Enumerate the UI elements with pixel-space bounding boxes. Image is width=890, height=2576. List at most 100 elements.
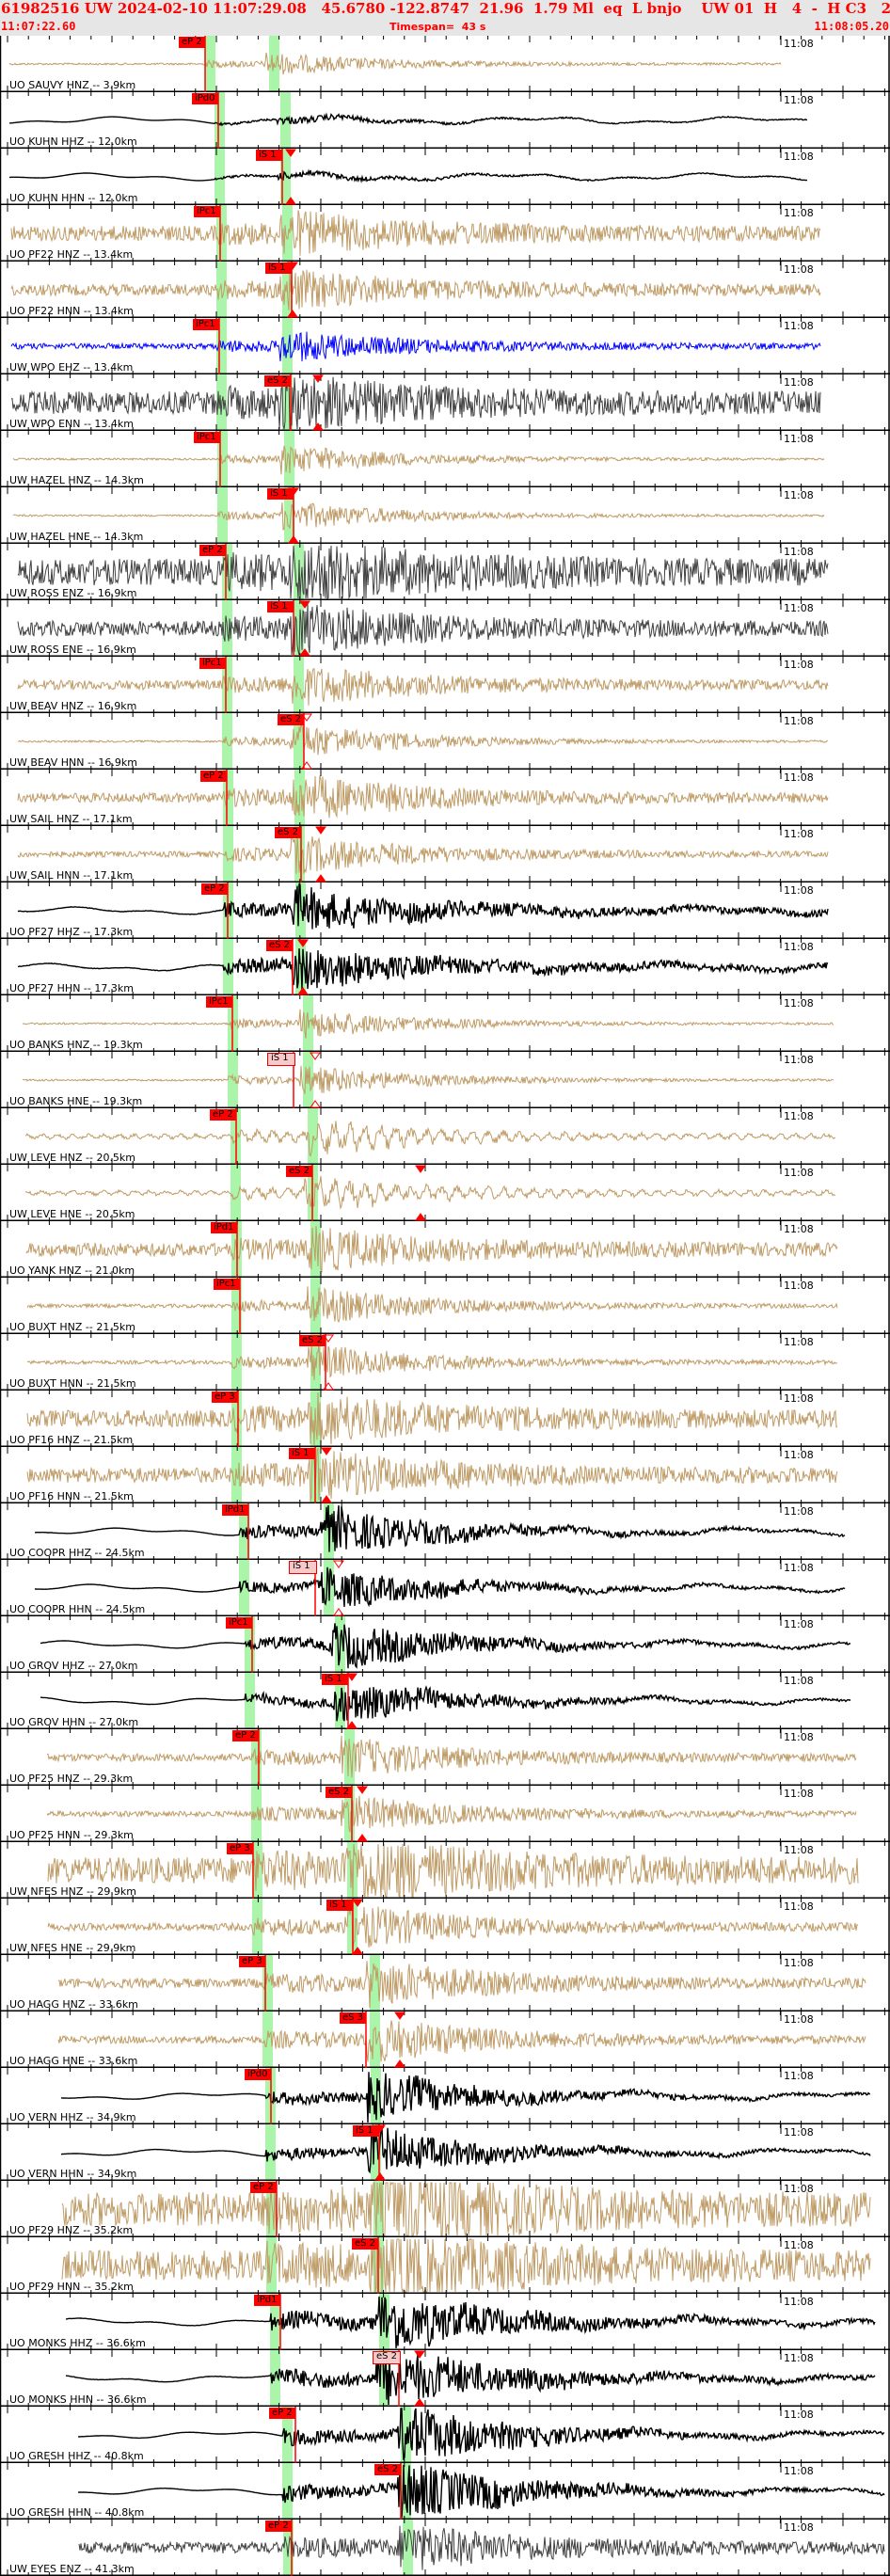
trace-panel[interactable]: eP 2 UO PF25 HNZ -- 29.3km 11:08 xyxy=(0,1729,890,1786)
phase-pick-label[interactable]: eP 2 xyxy=(269,2408,295,2419)
trace-panel[interactable]: eS 2 UO MONKS HHN -- 36.6km 11:08 xyxy=(0,2350,890,2407)
trace-panel[interactable]: iPc1 UO PF22 HNZ -- 13.4km 11:08 xyxy=(0,205,890,262)
trace-panel[interactable]: iPd0 UO VERN HHZ -- 34.9km 11:08 xyxy=(0,2068,890,2124)
station-label: UO PF16 HNN -- 21.5km xyxy=(9,1490,134,1503)
phase-pick-label[interactable]: eS 2 xyxy=(286,1166,312,1177)
phase-pick-label[interactable]: eS 3 xyxy=(340,2012,366,2024)
station-label: UW BEAV HNN -- 16.9km xyxy=(9,756,138,769)
trace-panel[interactable]: eS 2 UO PF27 HHN -- 17.3km 11:08 xyxy=(0,939,890,995)
phase-pick-label[interactable]: iS 1 xyxy=(265,262,292,274)
phase-pick-label[interactable]: iS 1 xyxy=(326,1900,353,1911)
station-label: UO COOPR HHN -- 24.5km xyxy=(9,1603,146,1615)
trace-panel[interactable]: eS 2 UO BUXT HNN -- 21.5km 11:08 xyxy=(0,1334,890,1391)
phase-pick-label[interactable]: eP 2 xyxy=(199,545,226,556)
phase-pick-label[interactable]: iPc1 xyxy=(199,658,226,669)
phase-pick-label[interactable]: eS 2 xyxy=(352,2238,378,2250)
phase-pick-label[interactable]: iS 1 xyxy=(353,2125,379,2137)
trace-panel[interactable]: eS 2 UW SAIL HNN -- 17.1km 11:08 xyxy=(0,826,890,883)
phase-pick-label[interactable]: eS 2 xyxy=(326,1787,352,1798)
trace-panel[interactable]: eP 3 UW NFES HNZ -- 29.9km 11:08 xyxy=(0,1842,890,1899)
phase-pick-label[interactable]: eP 2 xyxy=(201,883,228,895)
trace-panel[interactable]: eP 2 UO GRESH HHZ -- 40.8km 11:08 xyxy=(0,2407,890,2463)
phase-pick-label[interactable]: iS 1 xyxy=(289,1561,317,1574)
phase-pick-label[interactable]: iPd1 xyxy=(211,1222,237,1233)
phase-pick-label[interactable]: eS 2 xyxy=(299,1335,326,1346)
trace-panel[interactable]: iS 1 UW ROSS ENE -- 16.9km 11:08 xyxy=(0,600,890,657)
trace-panel[interactable]: eP 2 UO SAUVY HNZ -- 3.9km 11:08 xyxy=(0,36,890,92)
waveform-trace xyxy=(0,36,890,92)
trace-panel[interactable]: eP 2 UO PF27 HHZ -- 17.3km 11:08 xyxy=(0,883,890,939)
phase-pick-label[interactable]: iPc1 xyxy=(226,1617,252,1629)
trace-panel[interactable]: eP 3 UO PF16 HNZ -- 21.5km 11:08 xyxy=(0,1391,890,1447)
phase-pick-label[interactable]: eP 2 xyxy=(265,2520,292,2532)
phase-pick-label[interactable]: eS 2 xyxy=(266,940,293,951)
seismogram-plot[interactable]: eP 2 UO SAUVY HNZ -- 3.9km 11:08 iPd0 UO KUH… xyxy=(0,36,890,2576)
trace-panel[interactable]: iPd1 UO COOPR HHZ -- 24.5km 11:08 xyxy=(0,1503,890,1560)
phase-pick-label[interactable]: iPc1 xyxy=(194,206,220,217)
trace-panel[interactable]: eS 2 UO PF29 HNN -- 35.2km 11:08 xyxy=(0,2237,890,2294)
trace-panel[interactable]: iPd0 UO KUHN HHZ -- 12.0km 11:08 xyxy=(0,92,890,149)
trace-panel[interactable]: iPc1 UO BUXT HNZ -- 21.5km 11:08 xyxy=(0,1278,890,1334)
trace-panel[interactable]: eS 2 UW LEVE HNE -- 20.5km 11:08 xyxy=(0,1165,890,1221)
phase-pick-label[interactable]: iPc1 xyxy=(214,1279,240,1290)
phase-pick-label[interactable]: eS 2 xyxy=(373,2351,401,2364)
trace-panel[interactable]: iPd1 UO MONKS HHZ -- 36.6km 11:08 xyxy=(0,2294,890,2350)
trace-panel[interactable]: iS 1 UW NFES HNE -- 29.9km 11:08 xyxy=(0,1899,890,1955)
phase-pick-label[interactable]: iS 1 xyxy=(267,488,294,500)
phase-pick-label[interactable]: eP 2 xyxy=(200,771,227,782)
waveform-trace xyxy=(0,995,890,1052)
phase-pick-label[interactable]: iS 1 xyxy=(267,601,294,612)
phase-pick-label[interactable]: iS 1 xyxy=(267,1053,295,1066)
phase-pick-label[interactable]: iS 1 xyxy=(256,150,282,161)
phase-pick-label[interactable]: eP 3 xyxy=(212,1391,238,1403)
phase-pick-label[interactable]: eS 2 xyxy=(278,714,304,725)
trace-panel[interactable]: iS 1 UO COOPR HHN -- 24.5km 11:08 xyxy=(0,1560,890,1616)
trace-panel[interactable]: eP 2 UO PF29 HNZ -- 35.2km 11:08 xyxy=(0,2181,890,2237)
trace-panel[interactable]: iS 1 UO VERN HHN -- 34.9km 11:08 xyxy=(0,2124,890,2181)
phase-pick-label[interactable]: eP 3 xyxy=(239,1956,265,1967)
minute-tick-label: 11:08 xyxy=(784,2352,814,2364)
phase-pick-label[interactable]: eP 2 xyxy=(232,1730,259,1741)
waveform-trace xyxy=(0,1391,890,1447)
station-label: UO MONKS HHN -- 36.6km xyxy=(9,2393,147,2406)
trace-panel[interactable]: eP 2 UW ROSS ENZ -- 16.9km 11:08 xyxy=(0,544,890,600)
trace-panel[interactable]: eS 2 UO GRESH HHN -- 40.8km 11:08 xyxy=(0,2463,890,2520)
phase-pick-label[interactable]: iPd0 xyxy=(192,93,218,104)
trace-panel[interactable]: eS 2 UW WPO ENN -- 13.4km 11:08 xyxy=(0,374,890,431)
trace-panel[interactable]: iPc1 UW WPO EHZ -- 13.4km 11:08 xyxy=(0,318,890,374)
trace-panel[interactable]: iS 1 UW HAZEL HNE -- 14.3km 11:08 xyxy=(0,487,890,544)
phase-pick-label[interactable]: iPc1 xyxy=(194,432,220,443)
trace-panel[interactable]: iS 1 UO BANKS HNE -- 19.3km 11:08 xyxy=(0,1052,890,1108)
trace-panel[interactable]: iS 1 UO PF22 HNN -- 13.4km 11:08 xyxy=(0,262,890,318)
trace-panel[interactable]: iPc1 UW HAZEL HNZ -- 14.3km 11:08 xyxy=(0,431,890,487)
phase-pick-label[interactable]: iPd0 xyxy=(245,2069,271,2080)
phase-pick-label[interactable]: iS 1 xyxy=(289,1448,315,1459)
trace-panel[interactable]: eP 2 UW SAIL HNZ -- 17.1km 11:08 xyxy=(0,770,890,826)
trace-panel[interactable]: iS 1 UO PF16 HNN -- 21.5km 11:08 xyxy=(0,1447,890,1503)
trace-panel[interactable]: eS 2 UW BEAV HNN -- 16.9km 11:08 xyxy=(0,713,890,770)
phase-pick-label[interactable]: iPc1 xyxy=(206,996,232,1008)
phase-pick-label[interactable]: eS 2 xyxy=(275,827,301,838)
phase-pick-label[interactable]: eS 2 xyxy=(264,375,291,387)
trace-panel[interactable]: iPc1 UO BANKS HNZ -- 19.3km 11:08 xyxy=(0,995,890,1052)
trace-panel[interactable]: iPc1 UW BEAV HNZ -- 16.9km 11:08 xyxy=(0,657,890,713)
trace-panel[interactable]: iPd1 UO YANK HNZ -- 21.0km 11:08 xyxy=(0,1221,890,1278)
phase-pick-label[interactable]: iS 1 xyxy=(322,1674,348,1685)
trace-panel[interactable]: eP 2 UW LEVE HNZ -- 20.5km 11:08 xyxy=(0,1108,890,1165)
trace-panel[interactable]: eP 2 UW EYES ENZ -- 41.3km 11:08 xyxy=(0,2520,890,2576)
phase-pick-label[interactable]: eP 3 xyxy=(227,1843,253,1854)
phase-pick-label[interactable]: eP 2 xyxy=(250,2182,277,2193)
trace-panel[interactable]: eS 2 UO PF25 HNN -- 29.3km 11:08 xyxy=(0,1786,890,1842)
trace-panel[interactable]: iS 1 UO KUHN HHN -- 12.0km 11:08 xyxy=(0,149,890,205)
phase-pick-label[interactable]: iPd1 xyxy=(254,2295,280,2306)
trace-panel[interactable]: iPc1 UO GROV HHZ -- 27.0km 11:08 xyxy=(0,1616,890,1673)
trace-panel[interactable]: eS 3 UO HAGG HNE -- 33.6km 11:08 xyxy=(0,2012,890,2068)
trace-panel[interactable]: eP 3 UO HAGG HNZ -- 33.6km 11:08 xyxy=(0,1955,890,2012)
trace-panel[interactable]: iS 1 UO GROV HHN -- 27.0km 11:08 xyxy=(0,1673,890,1729)
phase-pick-label[interactable]: eP 2 xyxy=(179,37,205,48)
phase-pick-label[interactable]: eS 2 xyxy=(374,2464,401,2475)
phase-pick-label[interactable]: iPc1 xyxy=(193,319,219,330)
phase-pick-label[interactable]: eP 2 xyxy=(210,1109,236,1121)
phase-pick-label[interactable]: iPd1 xyxy=(222,1504,248,1516)
event-title: 61982516 UW 2024-02-10 11:07:29.08 45.67… xyxy=(1,0,890,17)
